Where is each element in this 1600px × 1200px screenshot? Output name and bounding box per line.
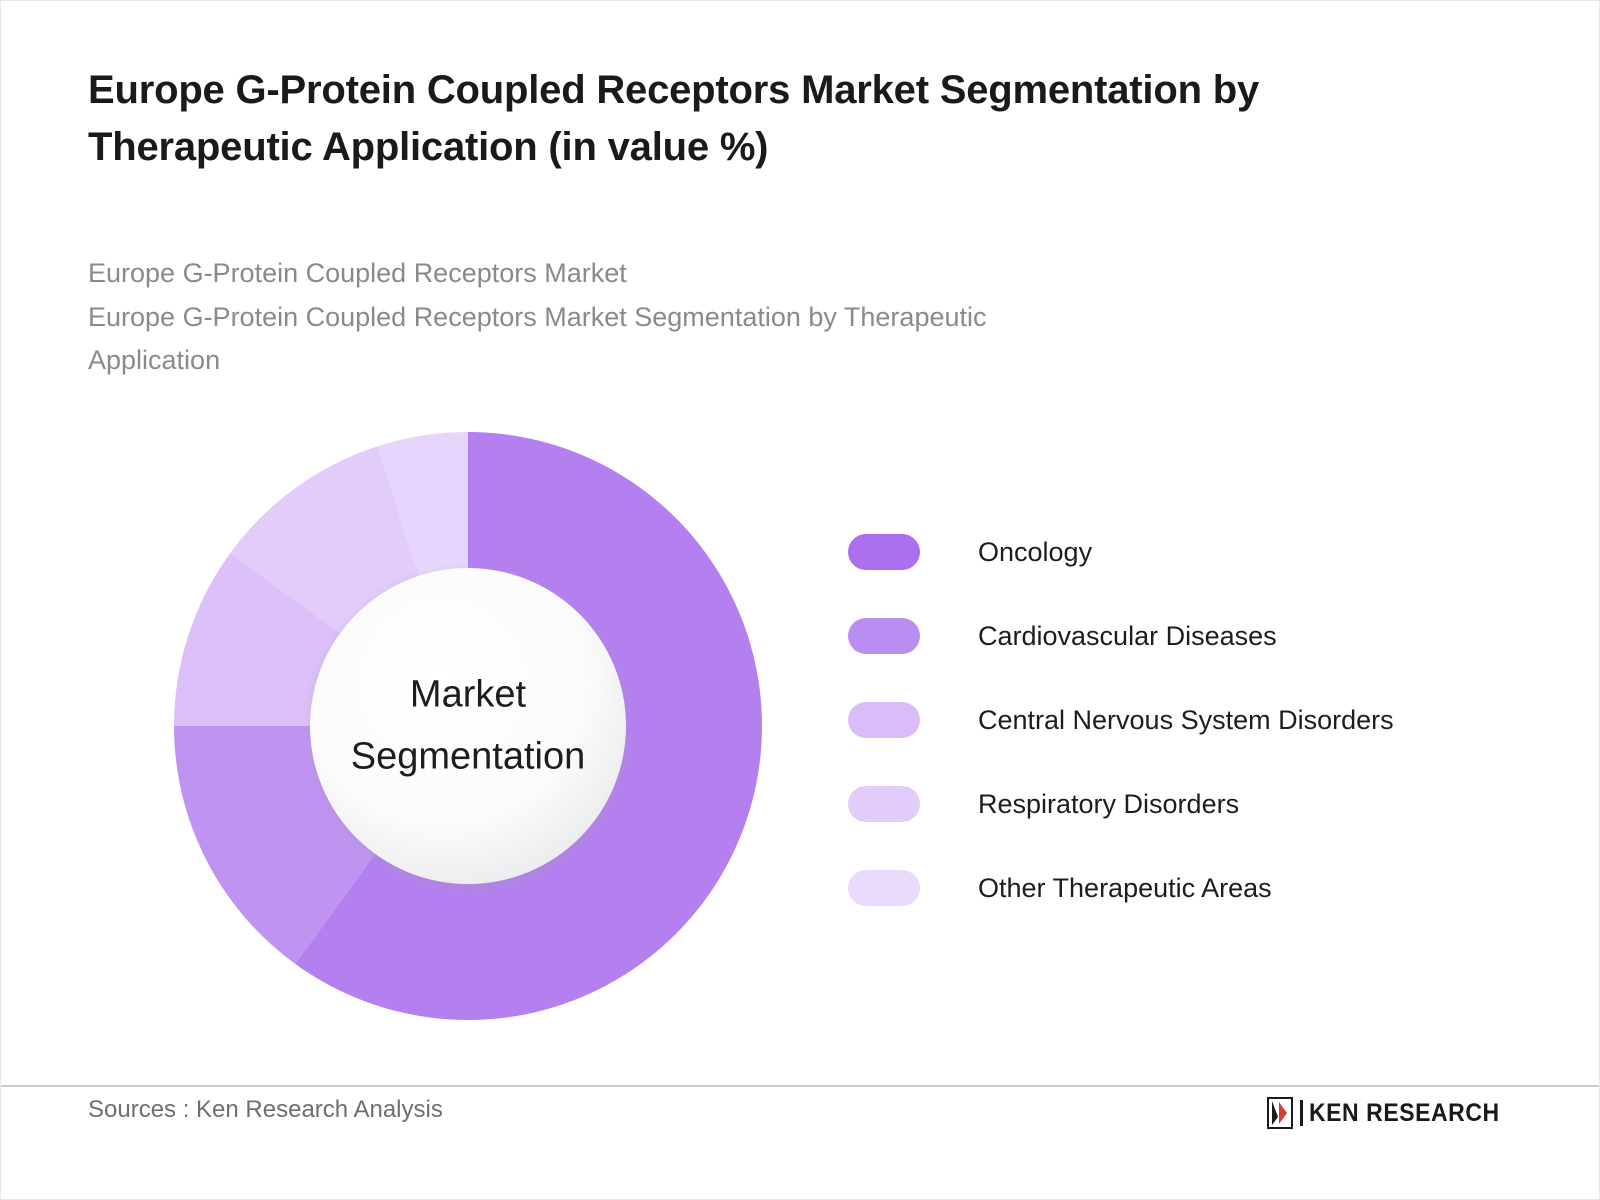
legend-item[interactable]: Oncology <box>848 510 1548 594</box>
subtitle-line-2: Europe G-Protein Coupled Receptors Marke… <box>88 301 987 332</box>
legend-item-label: Respiratory Disorders <box>978 788 1240 819</box>
legend-item[interactable]: Other Therapeutic Areas <box>848 846 1548 930</box>
donut-chart-svg: Oncology 60%Cardiovascular Diseases 15%C… <box>174 432 762 1020</box>
brand-divider <box>1299 1100 1303 1126</box>
legend-item[interactable]: Respiratory Disorders <box>848 762 1548 846</box>
legend-swatch-icon <box>848 870 920 906</box>
donut-chart: Oncology 60%Cardiovascular Diseases 15%C… <box>150 408 790 1048</box>
subtitle-line-1: Europe G-Protein Coupled Receptors Marke… <box>88 258 627 288</box>
ken-research-mark-icon <box>1266 1097 1293 1129</box>
legend-item-label: Central Nervous System Disorders <box>978 704 1394 735</box>
ken-research-glyph-icon <box>1266 1097 1293 1129</box>
legend-item[interactable]: Cardiovascular Diseases <box>848 594 1548 678</box>
page-subtitle: Europe G-Protein Coupled Receptors Marke… <box>88 252 1388 383</box>
footer-divider <box>0 1085 1600 1087</box>
brand-logo: KEN RESEARCH <box>1266 1096 1516 1130</box>
legend-item-label: Cardiovascular Diseases <box>978 620 1277 651</box>
source-note: Sources : Ken Research Analysis <box>88 1096 443 1123</box>
legend-swatch-icon <box>848 534 920 570</box>
brand-name: KEN RESEARCH <box>1308 1098 1500 1127</box>
legend-swatch-icon <box>848 786 920 822</box>
donut-center-hub <box>310 568 626 884</box>
legend-item[interactable]: Central Nervous System Disorders <box>848 678 1548 762</box>
legend-swatch-icon <box>848 702 920 738</box>
legend-item-label: Other Therapeutic Areas <box>978 872 1272 903</box>
chart-legend: Oncology Cardiovascular Diseases Central N… <box>848 510 1548 930</box>
subtitle-line-3: Application <box>88 345 221 376</box>
page-title: Europe G-Protein Coupled Receptors Marke… <box>88 68 1260 169</box>
legend-item-label: Oncology <box>978 536 1093 567</box>
legend-swatch-icon <box>848 618 920 654</box>
